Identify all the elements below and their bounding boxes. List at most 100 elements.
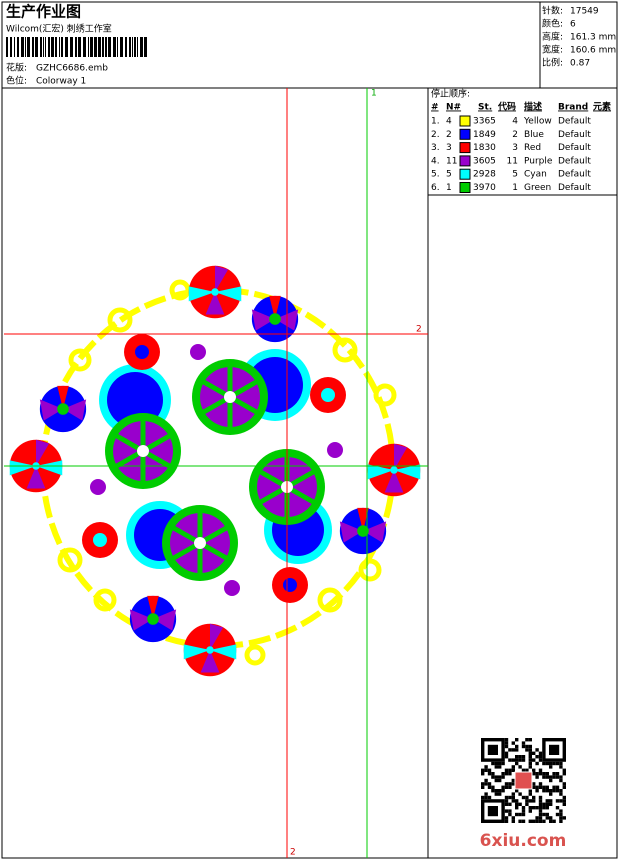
color-swatch: [459, 155, 471, 167]
qr-module: [532, 795, 536, 800]
qr-module: [508, 748, 512, 752]
code: 11: [507, 156, 518, 166]
description: Yellow: [523, 117, 552, 127]
qr-module: [515, 812, 519, 817]
bar: [32, 37, 34, 57]
qr-module: [552, 772, 556, 776]
qr-module: [491, 761, 495, 766]
qr-module: [532, 768, 536, 772]
qr-module: [508, 772, 512, 776]
table-title: 停止顺序:: [431, 88, 470, 100]
qr-module: [528, 744, 532, 749]
qr-module: [528, 758, 532, 762]
qr-module: [538, 812, 543, 817]
qr-module: [545, 802, 549, 806]
qr-module: [532, 785, 536, 789]
qr-module: [528, 751, 532, 755]
color-swatch: [459, 168, 471, 180]
qr-module: [515, 799, 519, 803]
qr-module: [521, 758, 526, 762]
qr-module: [518, 792, 522, 796]
qr-module: [494, 789, 498, 793]
qr-module: [538, 785, 543, 789]
qr-module: [484, 782, 488, 786]
bar: [117, 37, 118, 57]
qr-module: [535, 789, 539, 793]
qr-module: [535, 755, 539, 759]
qr-module: [532, 782, 536, 786]
row-index: 1.: [431, 117, 440, 127]
color-swatch: [459, 142, 471, 154]
qr-module: [518, 819, 522, 823]
flower: [183, 623, 237, 677]
qr-module: [528, 792, 532, 796]
qr-module: [525, 738, 529, 742]
qr-module: [549, 778, 553, 783]
qr-module: [528, 806, 532, 810]
needle: 11: [446, 156, 457, 166]
row-index: 5.: [431, 170, 440, 180]
brand: Default: [558, 143, 591, 153]
qr-module: [508, 795, 512, 800]
qr-module: [515, 758, 519, 762]
qr-module: [538, 772, 543, 776]
qr-module: [504, 802, 509, 806]
qr-module: [494, 775, 498, 779]
stitch-code: 1849: [473, 130, 496, 140]
qr-module: [521, 809, 526, 813]
qr-module: [521, 806, 526, 810]
qr-module: [515, 802, 519, 806]
description: Green: [524, 183, 551, 193]
blue-flower: [251, 295, 299, 343]
qr-module: [525, 748, 529, 752]
bar: [94, 37, 97, 57]
description: Blue: [524, 130, 544, 140]
qr-module: [487, 772, 492, 776]
blue-flower: [129, 595, 177, 643]
stitch-code: 2928: [473, 170, 496, 180]
qr-module: [542, 775, 546, 779]
qr-module: [518, 758, 522, 762]
qr-module: [549, 816, 553, 820]
qr-module: [515, 789, 519, 793]
qr-module: [511, 768, 515, 772]
stat-label: 针数:: [542, 5, 563, 17]
qr-module: [525, 768, 529, 772]
qr-module: [498, 778, 502, 783]
qr-module: [559, 775, 563, 779]
qr-module: [504, 768, 509, 772]
bar: [125, 37, 127, 57]
qr-module: [504, 809, 509, 813]
flower: [367, 443, 421, 497]
qr-module: [559, 819, 563, 823]
bar: [21, 37, 24, 57]
code: 1: [512, 183, 518, 193]
column-header: St.: [478, 103, 492, 113]
qr-module: [481, 772, 485, 776]
title: 生产作业图: [6, 3, 81, 21]
qr-module: [532, 758, 536, 762]
stop-table: # N# St. 代码 描述 Brand 元素 1. 4 3365 4 Yellow Default 2.…: [431, 101, 611, 193]
qr-module: [484, 792, 488, 796]
qr-module: [508, 768, 512, 772]
row-index: 2.: [431, 130, 440, 140]
design-label: 花版:: [6, 62, 27, 74]
qr-module: [542, 806, 546, 810]
qr-module: [555, 785, 560, 789]
column-header: 元素: [593, 101, 611, 113]
qr-module: [562, 772, 566, 776]
column-header: #: [431, 103, 439, 113]
qr-module: [542, 812, 546, 817]
stat-label: 颜色:: [542, 18, 563, 30]
qr-module: [484, 768, 488, 772]
qr-module: [532, 772, 536, 776]
qr-module: [549, 799, 553, 803]
row-index: 3.: [431, 143, 440, 153]
qr-module: [515, 755, 519, 759]
studio: Wilcom(汇宏) 刺绣工作室: [6, 23, 112, 35]
column-header: N#: [446, 103, 461, 113]
stat-label: 高度:: [542, 31, 563, 43]
qr-logo: [514, 771, 533, 790]
bar: [14, 37, 15, 57]
